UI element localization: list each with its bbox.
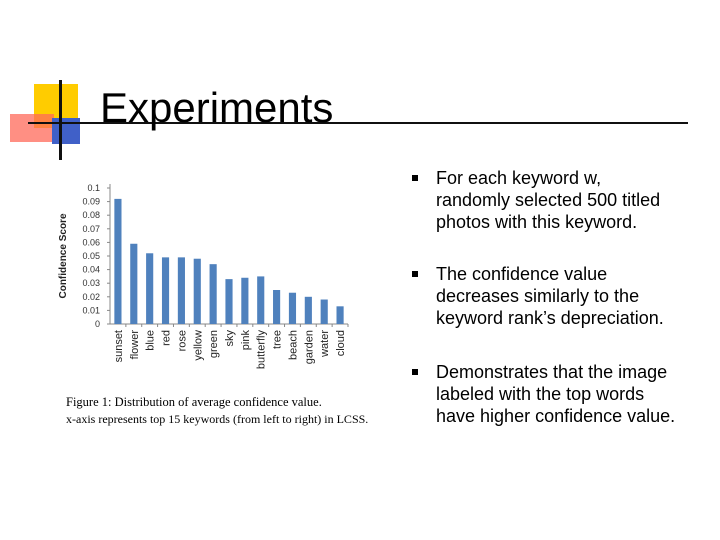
x-tick-label: rose xyxy=(176,330,188,351)
bullet-line: decreases similarly to the xyxy=(436,286,640,306)
bar xyxy=(161,257,170,324)
y-tick-label: 0.08 xyxy=(82,210,100,220)
bar xyxy=(193,258,201,324)
deco-square-red xyxy=(10,114,54,142)
caption-line-1: Figure 1: Distribution of average confid… xyxy=(66,395,322,409)
x-tick-label: red xyxy=(161,330,173,346)
bar xyxy=(273,290,281,324)
bullet-line: labeled with the top words xyxy=(436,384,645,404)
y-tick-label: 0.1 xyxy=(87,183,100,193)
bar xyxy=(304,296,312,324)
deco-vertical-line xyxy=(59,80,62,160)
x-tick-label: blue xyxy=(145,330,157,351)
x-tick-label: butterfly xyxy=(256,330,268,370)
bar xyxy=(320,299,328,324)
x-tick-label: tree xyxy=(272,330,284,349)
y-tick-label: 0 xyxy=(95,319,100,329)
y-tick-label: 0.07 xyxy=(82,224,100,234)
x-tick-label: sunset xyxy=(113,330,125,362)
y-tick-label: 0.03 xyxy=(82,278,100,288)
y-tick-label: 0.02 xyxy=(82,292,100,302)
x-tick-label: water xyxy=(319,330,331,358)
bullet-marker xyxy=(412,175,418,181)
slide-title: Experiments xyxy=(100,84,334,131)
bullet-line: have higher confidence value. xyxy=(436,406,676,426)
bullet-line: For each keyword w, xyxy=(436,168,602,188)
y-tick-label: 0.06 xyxy=(82,237,100,247)
bullet-line: photos with this keyword. xyxy=(436,212,638,232)
bar xyxy=(114,198,122,324)
bullet-line: keyword rank’s depreciation. xyxy=(436,308,664,328)
bar xyxy=(146,253,154,324)
x-tick-label: flower xyxy=(129,330,141,360)
x-tick-label: cloud xyxy=(335,330,347,356)
x-tick-label: sky xyxy=(224,330,236,347)
x-tick-label: green xyxy=(208,330,220,358)
bullet-marker xyxy=(412,369,418,375)
bar xyxy=(257,276,265,324)
bullet-line: Demonstrates that the image xyxy=(436,362,668,382)
x-tick-label: garden xyxy=(303,330,315,364)
title-underline xyxy=(28,122,688,124)
y-tick-label: 0.04 xyxy=(82,265,100,275)
bar xyxy=(225,279,233,324)
bar xyxy=(241,277,249,324)
x-tick-label: yellow xyxy=(192,330,204,361)
bullet-marker xyxy=(412,271,418,277)
bullet-line: randomly selected 500 titled xyxy=(436,190,661,210)
bar xyxy=(288,292,297,324)
y-tick-label: 0.05 xyxy=(82,251,100,261)
x-tick-label: beach xyxy=(287,330,299,360)
bar xyxy=(177,257,185,324)
x-tick-label: pink xyxy=(240,330,252,351)
y-tick-label: 0.09 xyxy=(82,197,100,207)
bar xyxy=(336,306,344,324)
figure-caption: Figure 1: Distribution of average confid… xyxy=(66,394,368,428)
bar-chart: Confidence Score 0 0.01 0.02 0.03 0.04 0.05 0.0… xyxy=(58,183,349,370)
bullet-line: The confidence value xyxy=(436,264,608,284)
y-axis-label: Confidence Score xyxy=(58,213,69,298)
bar xyxy=(130,243,138,324)
caption-line-2: x-axis represents top 15 keywords (from … xyxy=(66,412,369,426)
y-tick-label: 0.01 xyxy=(82,305,100,315)
bar xyxy=(209,264,217,324)
